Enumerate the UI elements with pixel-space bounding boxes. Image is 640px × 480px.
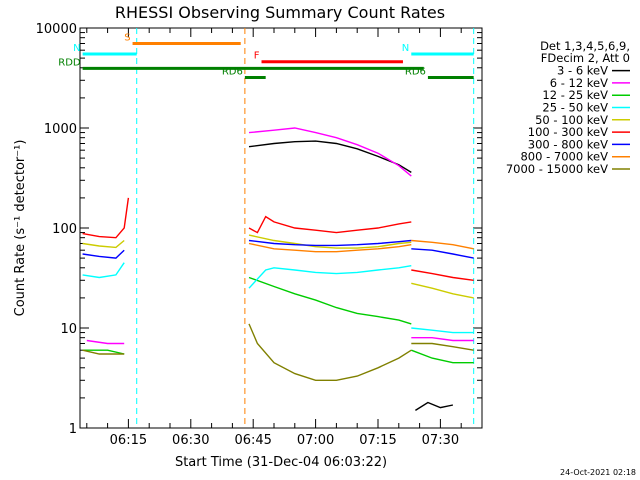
- legend-label-300-800-kev: 300 - 800 keV: [528, 137, 608, 151]
- legend-label-7000-15000-kev: 7000 - 15000 keV: [506, 162, 608, 176]
- plot-area: [79, 27, 483, 429]
- series-line-50-100-kev: [248, 234, 412, 249]
- y-axis-ticks: 1 10 100 1000 10000: [36, 22, 482, 437]
- series-line-50-100-kev: [411, 282, 474, 299]
- y-tick-label: 1: [69, 422, 77, 437]
- series-line-25-50-kev: [248, 265, 412, 289]
- series-line-100-300-kev: [411, 269, 474, 281]
- series-line-300-800-kev: [411, 248, 474, 259]
- flag-label-n: N: [402, 43, 409, 54]
- flag-label-rd6: RD6: [222, 66, 243, 77]
- series-line-25-50-kev: [411, 327, 474, 334]
- series-line-7000-15000-kev: [411, 342, 474, 351]
- legend-label-100-300-kev: 100 - 300 keV: [528, 125, 608, 139]
- series-line-12-25-kev: [411, 349, 474, 364]
- y-tick-label: 10000: [36, 22, 77, 37]
- x-tick-label: 07:30: [422, 433, 459, 448]
- chart-title: RHESSI Observing Summary Count Rates: [115, 3, 445, 22]
- legend-label-3-6-kev: 3 - 6 keV: [557, 64, 608, 78]
- series-line-800-7000-kev: [411, 239, 474, 250]
- series-line-800-7000-kev: [248, 242, 412, 253]
- x-axis-label: Start Time (31-Dec-04 06:03:22): [175, 455, 387, 470]
- series-line-300-800-kev: [248, 239, 412, 247]
- series-line-6-12-kev: [86, 339, 125, 345]
- legend-label-12-25-kev: 12 - 25 keV: [542, 88, 608, 102]
- legend-label-6-12-kev: 6 - 12 keV: [550, 76, 608, 90]
- series-line-25-50-kev: [82, 262, 125, 279]
- series-line-3-6-kev: [248, 140, 412, 173]
- series-line-50-100-kev: [82, 239, 125, 249]
- series-line-6-12-kev: [248, 127, 412, 177]
- flag-label-rdd: RDD: [58, 57, 81, 68]
- legend-header: Det 1,3,4,5,6,9,: [540, 39, 630, 53]
- y-tick-label: 100: [52, 222, 77, 237]
- flag-label-s: S: [124, 32, 130, 43]
- series-line-100-300-kev: [82, 197, 130, 239]
- x-tick-label: 06:15: [110, 433, 147, 448]
- timestamp: 24-Oct-2021 02:18: [560, 468, 636, 477]
- legend-header: FDecim 2, Att 0: [541, 51, 630, 65]
- series-line-7000-15000-kev: [248, 323, 412, 381]
- series-line-300-800-kev: [82, 249, 125, 259]
- x-tick-label: 06:30: [172, 433, 209, 448]
- vertical-markers: [136, 28, 475, 428]
- series-line-100-300-kev: [248, 215, 412, 234]
- legend-label-800-7000-kev: 800 - 7000 keV: [520, 150, 608, 164]
- x-tick-label: 06:45: [234, 433, 271, 448]
- x-axis-ticks: 06:15 06:30 06:45 07:00 07:15 07:30: [86, 28, 462, 448]
- series-line-6-12-kev: [411, 337, 474, 342]
- legend-label-25-50-kev: 25 - 50 keV: [542, 101, 608, 115]
- series-line-12-25-kev: [82, 349, 125, 355]
- series-lines: [82, 127, 474, 411]
- y-tick-label: 1000: [44, 122, 77, 137]
- flag-bars: S N N F RDD RD6 RD6: [58, 32, 474, 79]
- x-tick-label: 07:00: [297, 433, 334, 448]
- series-line-7000-15000-kev: [82, 349, 125, 355]
- flag-label-rd6: RD6: [405, 66, 426, 77]
- series-line-3-6-kev: [415, 401, 454, 411]
- y-axis-label: Count Rate (s⁻¹ detector⁻¹): [13, 140, 28, 317]
- flag-label-n: N: [73, 43, 80, 54]
- legend-label-50-100-kev: 50 - 100 keV: [535, 113, 608, 127]
- legend: Det 1,3,4,5,6,9,FDecim 2, Att 03 - 6 keV…: [506, 39, 630, 176]
- series-line-12-25-kev: [248, 276, 412, 325]
- flag-label-f: F: [254, 51, 260, 62]
- y-tick-label: 10: [60, 322, 77, 337]
- x-tick-label: 07:15: [359, 433, 396, 448]
